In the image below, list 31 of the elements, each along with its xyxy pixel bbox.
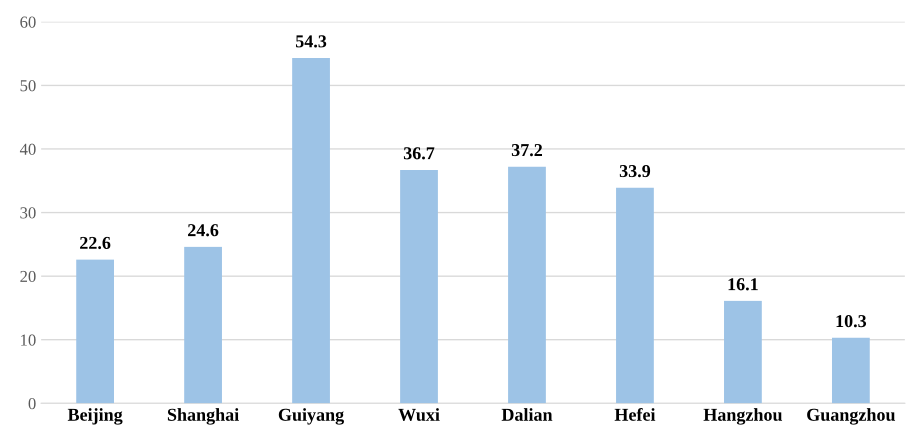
data-label: 22.6 [80,236,110,250]
y-tick-label: 10 [21,334,36,346]
data-label: 54.3 [296,35,326,48]
x-tick-label: Wuxi [398,408,440,421]
x-tick-label: Guangzhou [807,408,896,425]
data-label: 33.9 [620,165,650,178]
x-tick-label: Dalian [502,408,552,421]
bar [184,246,222,404]
bar [616,188,654,404]
x-tick-label: Guiyang [278,408,344,425]
data-label: 10.3 [836,315,866,328]
y-tick-label: 0 [28,398,36,410]
x-tick-label: Beijing [68,408,123,425]
data-label: 37.2 [512,144,542,156]
bar [508,166,546,404]
bar [400,170,438,404]
x-tick-label: Hangzhou [704,408,782,425]
bar [292,58,330,404]
data-label: 36.7 [404,147,434,160]
y-tick-label: 60 [20,16,36,28]
bar [76,260,114,404]
y-tick-label: 20 [20,270,36,282]
data-label: 16.1 [728,278,758,290]
y-tick-label: 40 [20,144,36,155]
x-tick-label: Shanghai [168,408,239,425]
y-tick-label: 50 [20,80,36,92]
data-label: 24.6 [188,224,218,236]
y-tick-label: 30 [20,207,36,218]
bar [724,300,762,404]
bar [832,338,870,404]
x-tick-label: Hefei [614,408,656,421]
